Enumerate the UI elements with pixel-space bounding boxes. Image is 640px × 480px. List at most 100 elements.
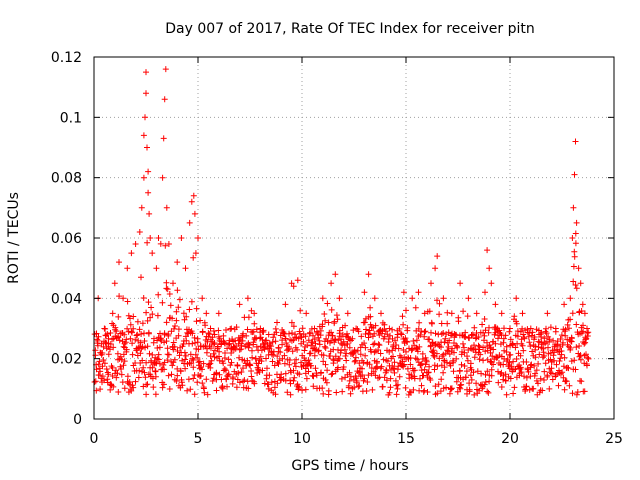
data-point: [311, 352, 318, 359]
data-point: [333, 389, 340, 396]
data-point: [349, 335, 356, 342]
data-point: [562, 326, 569, 333]
data-point: [384, 358, 391, 365]
data-point: [338, 347, 345, 354]
data-point: [104, 331, 111, 337]
data-point: [332, 271, 339, 278]
data-point: [490, 361, 497, 368]
data-point: [299, 387, 306, 394]
data-point: [418, 382, 425, 389]
data-point: [190, 375, 197, 382]
data-point: [520, 331, 527, 338]
data-point: [431, 353, 438, 360]
data-point: [185, 376, 192, 383]
data-point: [457, 280, 464, 287]
data-point: [157, 335, 164, 342]
data-point: [207, 325, 214, 332]
data-point: [135, 374, 142, 381]
data-point: [437, 388, 444, 395]
data-point: [324, 300, 331, 307]
data-point: [400, 289, 407, 296]
data-point: [99, 373, 106, 380]
data-point: [152, 391, 159, 398]
data-point: [286, 357, 293, 363]
y-tick-label: 0.08: [51, 171, 82, 187]
data-point: [149, 351, 156, 358]
data-point: [383, 367, 390, 374]
data-point: [366, 327, 373, 334]
data-point: [186, 306, 193, 313]
data-point: [480, 344, 487, 351]
data-point: [427, 377, 434, 383]
data-point: [199, 295, 206, 302]
data-point: [318, 369, 325, 376]
data-point: [244, 326, 251, 333]
data-point: [423, 358, 430, 365]
data-point: [228, 325, 235, 332]
data-point: [345, 333, 351, 340]
data-point: [442, 335, 449, 342]
data-point: [222, 350, 228, 356]
data-point: [174, 259, 181, 266]
data-point: [251, 310, 258, 317]
data-point: [144, 317, 151, 324]
data-point: [209, 378, 216, 384]
data-point: [532, 354, 539, 361]
data-point: [266, 372, 273, 379]
data-point: [140, 132, 147, 139]
data-point: [203, 376, 210, 383]
data-point: [419, 356, 426, 362]
data-point: [386, 325, 393, 332]
x-tick-label: 25: [605, 431, 623, 447]
data-point: [372, 322, 379, 329]
data-point: [248, 373, 255, 380]
data-point: [124, 373, 131, 380]
data-point: [393, 342, 400, 348]
data-point: [159, 299, 166, 306]
data-point: [144, 144, 150, 151]
data-point: [115, 389, 122, 395]
data-point: [434, 253, 441, 260]
data-point: [146, 210, 153, 217]
data-point: [195, 346, 202, 353]
x-tick-label: 20: [501, 431, 519, 447]
data-point: [558, 348, 565, 354]
data-point: [572, 366, 579, 373]
data-point: [328, 329, 335, 336]
data-point: [305, 368, 312, 375]
data-point: [97, 349, 104, 356]
data-point: [245, 314, 252, 321]
data-point: [161, 96, 168, 103]
data-point: [331, 318, 338, 325]
data-point: [268, 343, 275, 350]
data-point: [179, 382, 186, 389]
data-point: [166, 386, 173, 392]
data-point: [161, 330, 168, 337]
data-point: [194, 339, 201, 346]
data-point: [428, 329, 434, 336]
data-point: [543, 325, 549, 332]
data-point: [130, 384, 137, 391]
data-point: [342, 353, 349, 359]
data-point: [325, 391, 332, 398]
data-point: [206, 361, 213, 368]
data-point: [160, 362, 167, 368]
data-point: [328, 306, 335, 313]
data-point: [142, 374, 149, 381]
data-point: [336, 327, 343, 334]
data-point: [419, 350, 426, 357]
data-point: [417, 331, 424, 338]
data-point: [481, 316, 488, 322]
data-point: [275, 345, 282, 352]
data-point: [225, 356, 232, 363]
data-point: [353, 379, 360, 386]
y-axis-label: ROTI / TECUs: [6, 192, 22, 284]
data-point: [567, 346, 574, 353]
data-point: [175, 304, 182, 311]
data-point: [141, 369, 148, 376]
data-point: [155, 235, 162, 241]
data-point: [345, 384, 352, 391]
data-point: [486, 265, 493, 272]
data-point: [245, 344, 252, 351]
